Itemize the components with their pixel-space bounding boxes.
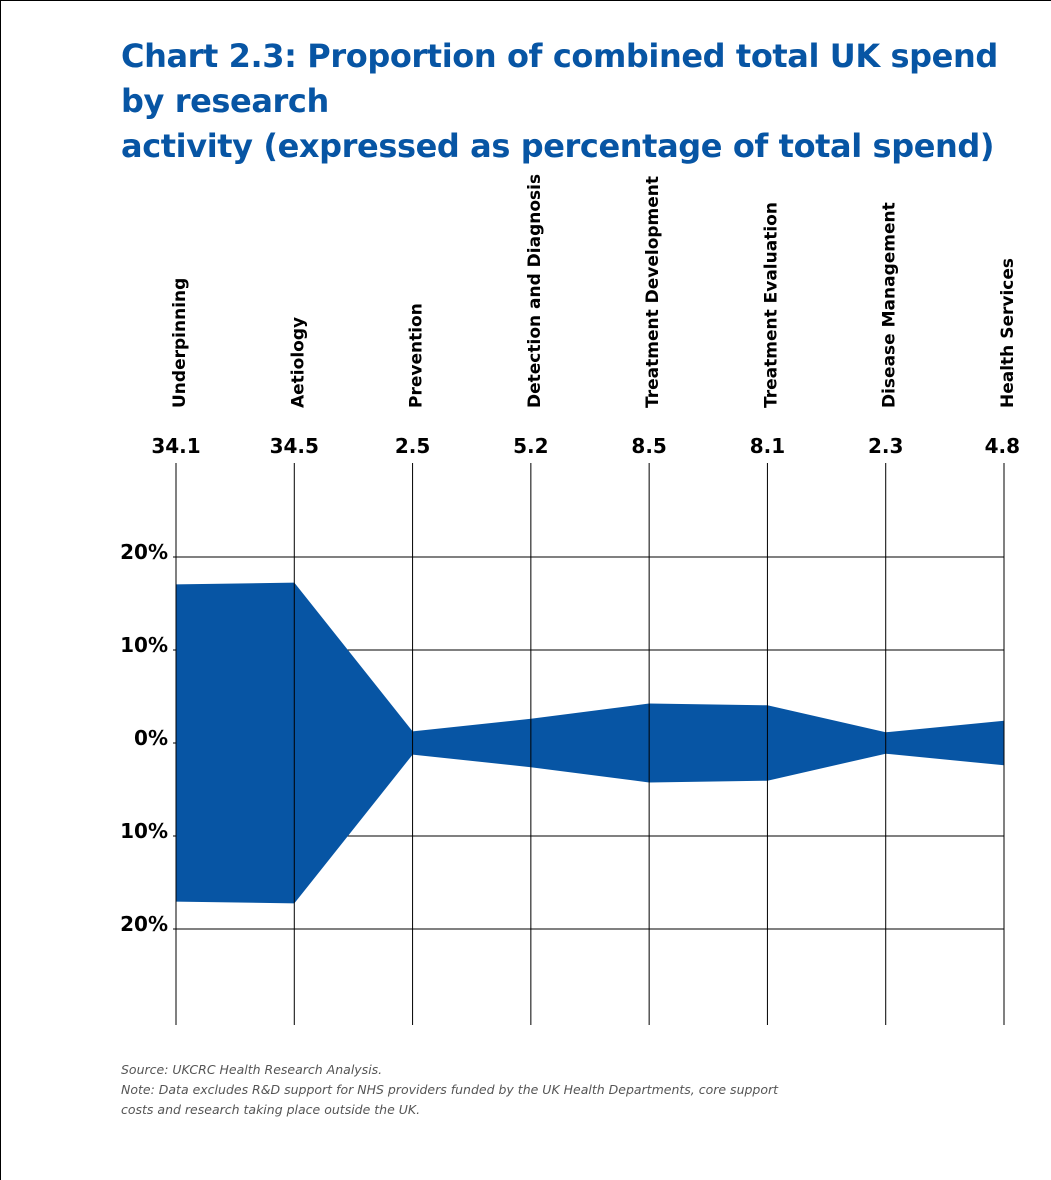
spend-band-chart: Underpinning Aetiology Prevention Detection… [120, 174, 1020, 1025]
source-note: Source: UKCRC Health Research Analysis. [121, 1062, 383, 1077]
y-tick-label-2: 0% [134, 726, 168, 750]
value-label-1: 34.5 [270, 434, 319, 458]
category-label-2: Prevention [407, 303, 427, 408]
chart-title-line-1: Chart 2.3: Proportion of combined total … [121, 37, 998, 120]
category-label-3: Detection and Diagnosis [525, 174, 545, 408]
chart-title-line-2: activity (expressed as percentage of tot… [121, 127, 995, 165]
y-tick-label-1: 10% [120, 633, 168, 657]
data-note-line-2: costs and research taking place outside … [121, 1102, 421, 1117]
value-label-4: 8.5 [631, 434, 666, 458]
category-label-4: Treatment Development [643, 176, 663, 408]
category-label-1: Aetiology [288, 317, 308, 408]
chart-title: Chart 2.3: Proportion of combined total … [121, 34, 1041, 169]
chart-footnote: Source: UKCRC Health Research Analysis. … [121, 1060, 921, 1120]
category-label-7: Health Services [998, 258, 1018, 408]
category-label-0: Underpinning [170, 278, 190, 408]
value-label-5: 8.1 [750, 434, 785, 458]
value-label-2: 2.5 [395, 434, 430, 458]
value-label-7: 4.8 [985, 434, 1020, 458]
y-tick-label-0: 20% [120, 540, 168, 564]
value-label-3: 5.2 [513, 434, 548, 458]
value-label-0: 34.1 [151, 434, 200, 458]
category-label-5: Treatment Evaluation [761, 202, 781, 408]
value-label-6: 2.3 [868, 434, 903, 458]
category-label-6: Disease Management [880, 202, 900, 408]
y-tick-label-4: 20% [120, 912, 168, 936]
data-note-line-1: Note: Data excludes R&D support for NHS … [121, 1082, 779, 1097]
y-tick-label-3: 10% [120, 819, 168, 843]
spend-band [176, 582, 1004, 904]
